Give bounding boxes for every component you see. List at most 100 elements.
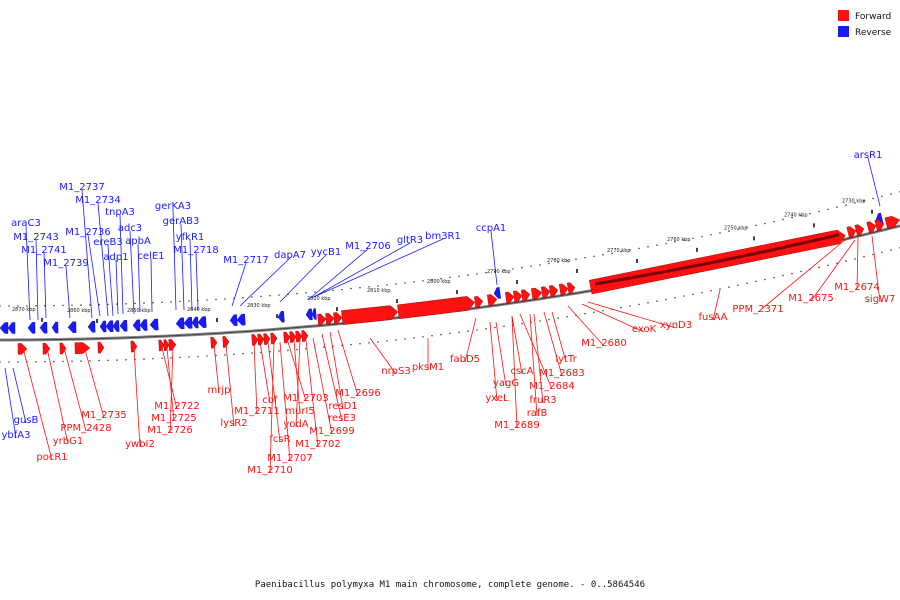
reverse-gene-arrow[interactable] (191, 316, 199, 329)
gene-label-r5[interactable]: M1_2739 (43, 258, 88, 269)
forward-gene-arrow[interactable] (97, 341, 105, 354)
forward-gene-arrow[interactable] (301, 330, 309, 342)
gene-label-r6[interactable]: M1_2737 (59, 182, 104, 193)
gene-label-f10[interactable]: M1_2711 (234, 406, 279, 417)
gene-label-r14[interactable]: celE1 (137, 251, 164, 262)
gene-label-f38[interactable]: fusAA (698, 312, 727, 323)
reverse-gene-arrow[interactable] (99, 320, 107, 333)
gene-label-f4[interactable]: ywbI2 (125, 439, 155, 450)
gene-label-r17[interactable]: yfkR1 (176, 232, 205, 243)
forward-gene-arrow[interactable] (163, 339, 170, 351)
gene-label-f9[interactable]: lysR2 (220, 418, 247, 429)
gene-label-f6[interactable]: M1_2725 (151, 413, 196, 424)
gene-label-f5[interactable]: M1_2722 (154, 401, 199, 412)
forward-gene-arrow[interactable] (42, 343, 51, 355)
gene-label-f3[interactable]: M1_2735 (81, 410, 126, 421)
forward-gene-arrow[interactable] (474, 296, 484, 308)
reverse-gene-arrow[interactable] (39, 321, 48, 334)
forward-gene-arrow[interactable] (531, 287, 543, 300)
gene-label-r12[interactable]: adc3 (118, 223, 142, 234)
gene-label-f28[interactable]: cscA (510, 366, 533, 377)
gene-label-r2[interactable]: araC3 (11, 218, 41, 229)
gene-label-f23[interactable]: nrpS3 (381, 366, 411, 377)
gene-label-f41[interactable]: M1_2674 (834, 282, 879, 293)
reverse-gene-arrow[interactable] (175, 317, 185, 330)
gene-label-r1[interactable]: ybfA3 (2, 430, 31, 441)
reverse-gene-arrow[interactable] (229, 314, 238, 326)
forward-gene-arrow[interactable] (866, 220, 877, 234)
forward-gene-arrow[interactable] (505, 291, 515, 304)
reverse-gene-arrow[interactable] (87, 321, 96, 333)
forward-gene-arrow[interactable] (158, 339, 165, 352)
gene-label-f14[interactable]: M1_2707 (267, 453, 312, 464)
gene-label-r0[interactable]: gusB (14, 415, 39, 426)
gene-label-f7[interactable]: M1_2726 (147, 425, 192, 436)
reverse-gene-arrow[interactable] (27, 322, 36, 334)
gene-label-f39[interactable]: PPM_2371 (732, 304, 783, 315)
reverse-gene-arrow[interactable] (0, 322, 9, 334)
forward-gene-arrow[interactable] (874, 219, 885, 232)
forward-gene-arrow[interactable] (289, 331, 297, 343)
gene-label-f15[interactable]: M1_2703 (283, 393, 328, 404)
reverse-gene-arrow[interactable] (119, 320, 128, 332)
forward-gene-arrow[interactable] (513, 290, 523, 303)
gene-label-r25[interactable]: ccpA1 (476, 223, 507, 234)
reverse-gene-arrow[interactable] (493, 287, 501, 299)
gene-label-r3[interactable]: M1_2743 (13, 232, 58, 243)
gene-label-r7[interactable]: M1_2736 (65, 227, 110, 238)
reverse-gene-arrow[interactable] (139, 319, 148, 331)
reverse-gene-arrow[interactable] (197, 316, 207, 328)
forward-gene-arrow[interactable] (59, 342, 67, 355)
gene-label-f17[interactable]: yodA (283, 419, 308, 430)
gene-label-r10[interactable]: tnpA3 (105, 207, 135, 218)
reverse-gene-arrow[interactable] (7, 322, 16, 334)
gene-label-f13[interactable]: M1_2710 (247, 465, 292, 476)
gene-label-r26[interactable]: arsR1 (854, 150, 883, 161)
gene-label-r9[interactable]: ereB3 (93, 237, 122, 248)
gene-label-f19[interactable]: M1_2699 (309, 426, 354, 437)
forward-gene-arrow[interactable] (341, 305, 399, 325)
forward-gene-arrow[interactable] (558, 283, 569, 296)
forward-gene-arrow[interactable] (325, 313, 335, 325)
gene-label-f40[interactable]: M1_2675 (788, 293, 833, 304)
forward-gene-arrow[interactable] (130, 340, 138, 353)
gene-label-f2[interactable]: PPM_2428 (60, 423, 111, 434)
gene-label-f0[interactable]: pocR1 (36, 452, 67, 463)
gene-label-f30[interactable]: M1_2684 (529, 381, 574, 392)
reverse-gene-arrow[interactable] (67, 321, 77, 333)
gene-label-r16[interactable]: gerAB3 (163, 216, 200, 227)
forward-gene-arrow[interactable] (257, 333, 265, 346)
forward-gene-arrow[interactable] (540, 286, 551, 299)
forward-gene-arrow[interactable] (333, 312, 343, 324)
gene-label-f11[interactable]: cof (262, 395, 278, 406)
forward-gene-arrow[interactable] (210, 336, 218, 349)
gene-label-f1[interactable]: yrbG1 (53, 436, 84, 447)
forward-gene-arrow[interactable] (846, 225, 857, 239)
reverse-gene-arrow[interactable] (305, 308, 313, 321)
gene-label-r21[interactable]: yycB1 (311, 247, 342, 258)
forward-gene-arrow[interactable] (884, 215, 900, 229)
gene-label-f18[interactable]: M1_2702 (295, 439, 340, 450)
forward-gene-arrow[interactable] (317, 313, 327, 326)
gene-label-r22[interactable]: M1_2706 (345, 241, 390, 252)
forward-gene-arrow[interactable] (548, 285, 559, 298)
gene-label-f27[interactable]: yxeL (485, 393, 509, 404)
gene-label-f16[interactable]: murI5 (285, 406, 315, 417)
gene-label-f25[interactable]: fabD5 (450, 354, 480, 365)
forward-gene-arrow[interactable] (566, 282, 576, 295)
gene-label-f34[interactable]: lytTr (555, 354, 577, 365)
gene-label-f22[interactable]: M1_2696 (335, 388, 380, 399)
gene-label-r15[interactable]: gerKA3 (155, 201, 191, 212)
reverse-gene-arrow[interactable] (311, 308, 317, 320)
reverse-gene-arrow[interactable] (183, 317, 193, 329)
gene-label-r20[interactable]: dapA7 (274, 250, 306, 261)
gene-label-r13[interactable]: apbA (125, 236, 151, 247)
reverse-gene-arrow[interactable] (149, 318, 159, 331)
gene-label-f26[interactable]: yagG (493, 378, 519, 389)
reverse-gene-arrow[interactable] (51, 321, 59, 334)
gene-label-f32[interactable]: fruR3 (529, 395, 556, 406)
forward-gene-arrow[interactable] (263, 333, 271, 345)
gene-label-r4[interactable]: M1_2741 (21, 245, 66, 256)
gene-label-r19[interactable]: M1_2717 (223, 255, 268, 266)
gene-label-f24[interactable]: pksM1 (412, 362, 444, 373)
